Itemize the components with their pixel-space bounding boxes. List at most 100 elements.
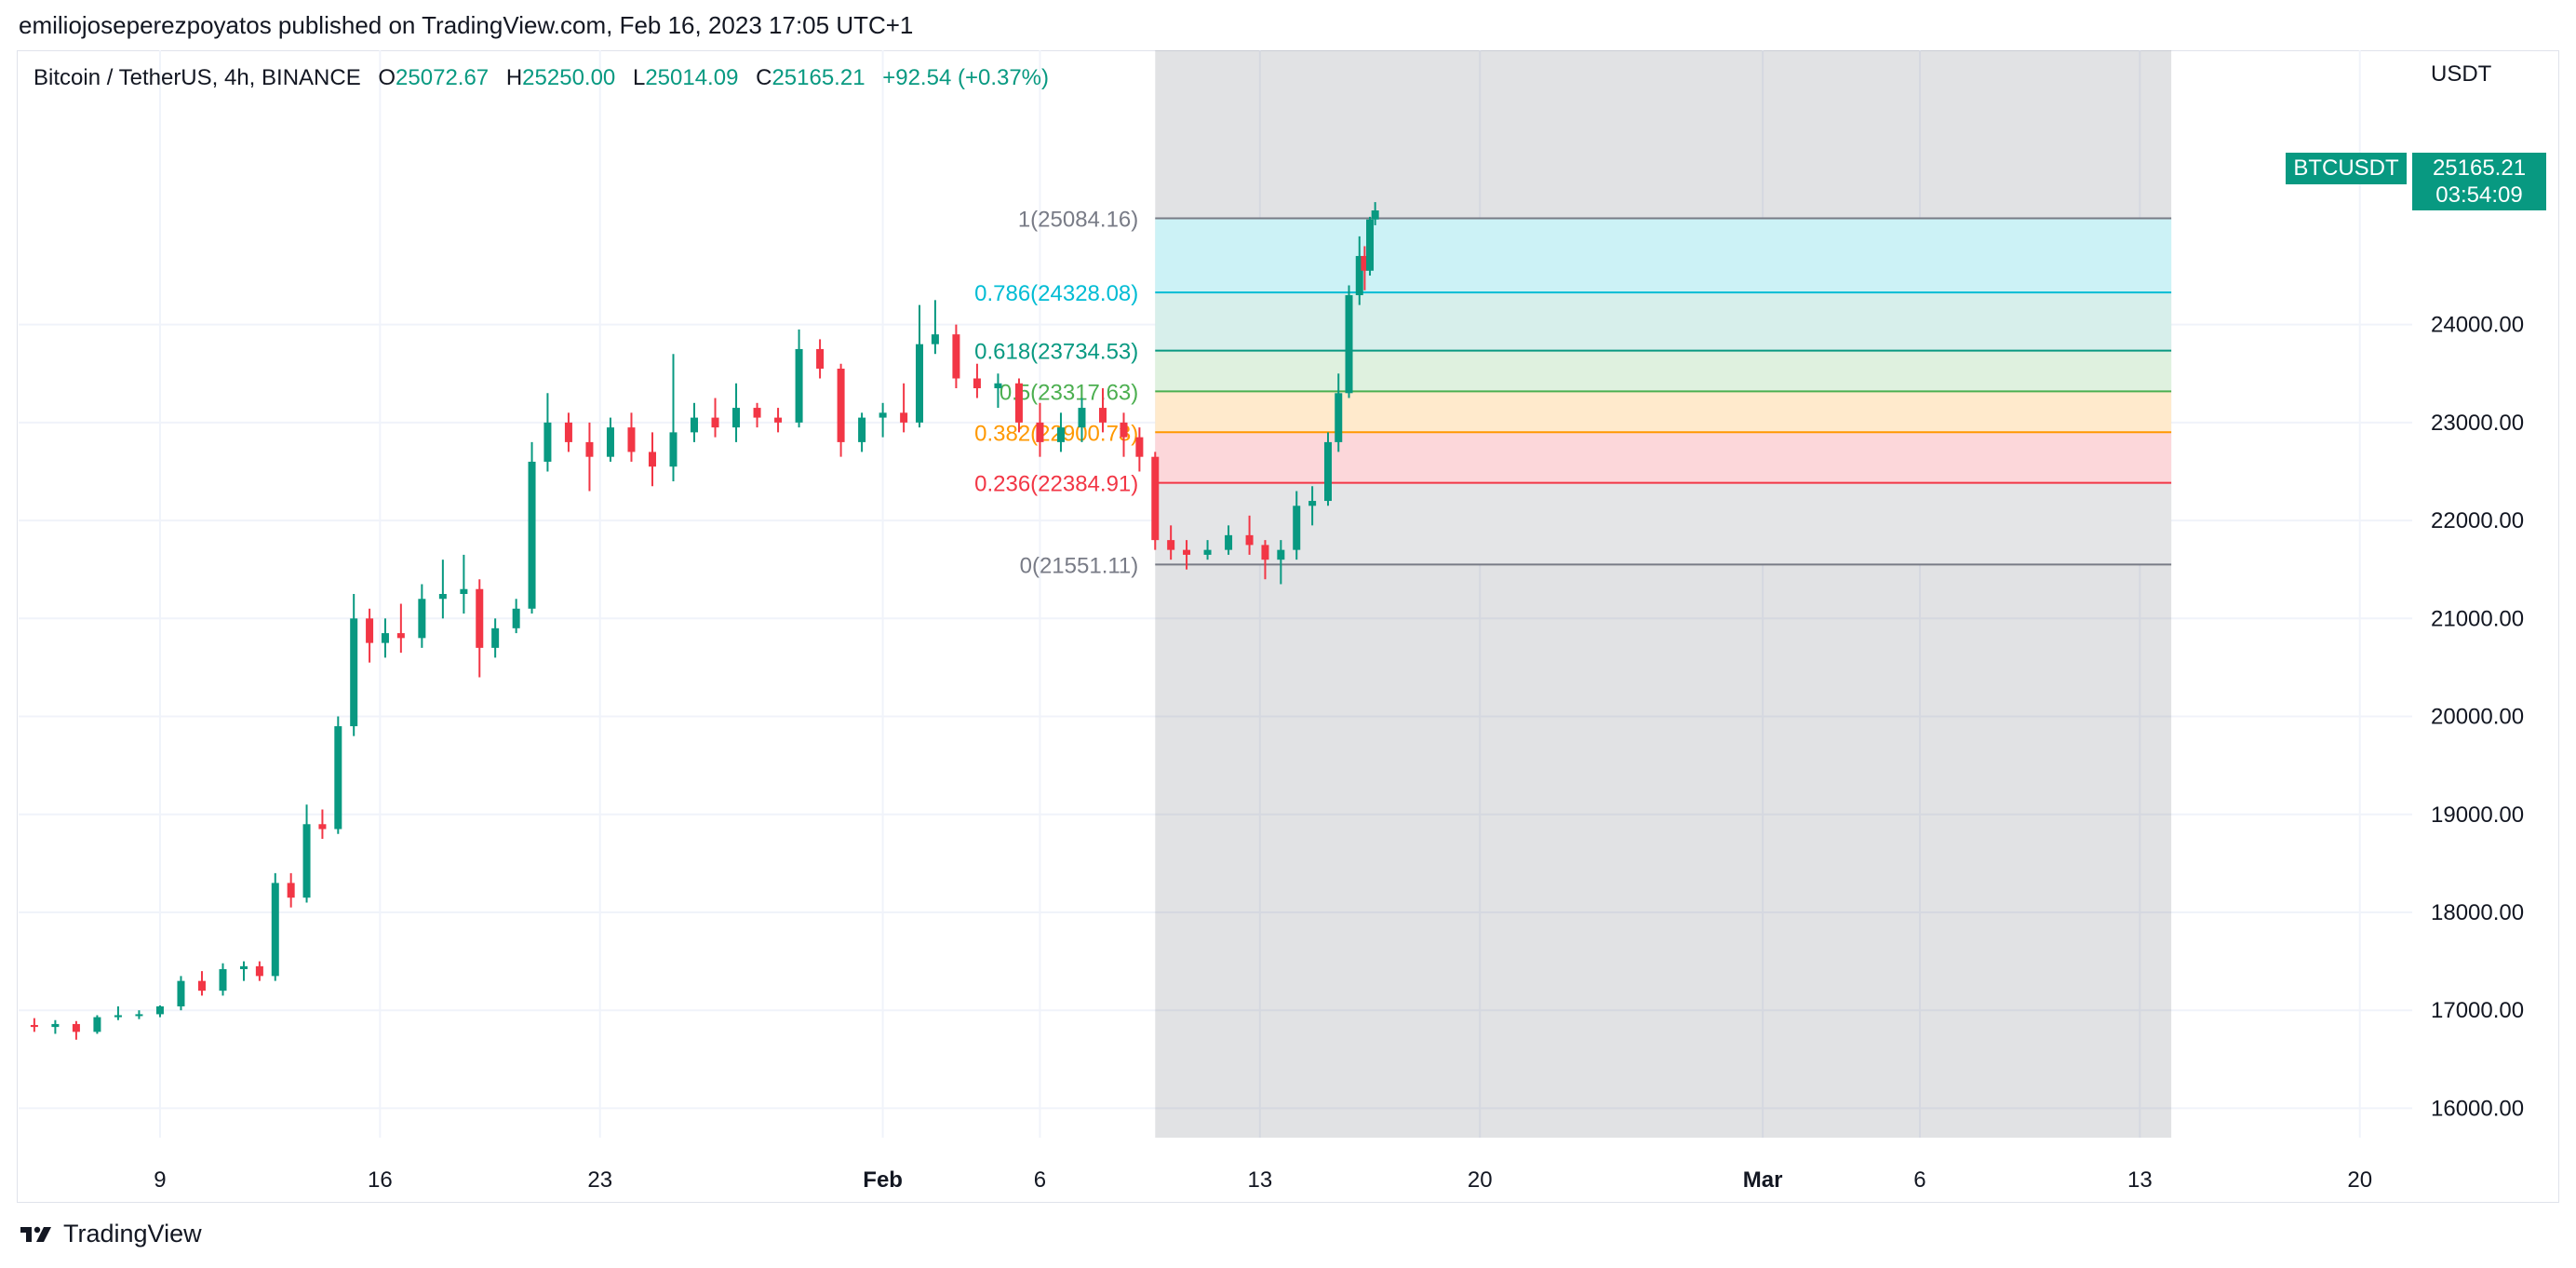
candle-body (1225, 534, 1233, 550)
candle-body (648, 452, 656, 467)
candle-body (1366, 219, 1375, 271)
fib-zone (1155, 218, 2172, 293)
candle-body (1371, 210, 1379, 220)
candle-body (1335, 393, 1343, 442)
candle-body (1345, 295, 1353, 394)
candle-body (460, 588, 468, 594)
candle-body (491, 627, 500, 648)
publish-info: emiliojoseperezpoyatos published on Trad… (19, 11, 914, 39)
candle-body (271, 883, 279, 977)
candle-body (350, 618, 358, 727)
time-tick-label: 20 (2347, 1167, 2372, 1193)
fib-zone (1155, 391, 2172, 433)
change-value: +92.54 (+0.37%) (882, 65, 1050, 90)
symbol-price-tag: BTCUSDT (2286, 153, 2407, 184)
fib-level-label: 1(25084.16) (1018, 208, 1138, 233)
candle-body (879, 412, 887, 418)
candle-body (302, 824, 311, 898)
fib-zone (1155, 350, 2172, 392)
time-tick-label: 6 (1913, 1167, 1925, 1193)
candle-body (1183, 549, 1191, 555)
candle-body (732, 408, 741, 428)
candle-body (669, 432, 678, 467)
candle-body (1245, 534, 1254, 546)
candle-body (1014, 383, 1023, 423)
candle-body (795, 348, 803, 423)
last-price-tag: 25165.21 03:54:09 (2412, 153, 2546, 210)
candle-body (606, 427, 614, 457)
fib-level-label: 0.618(23734.53) (974, 340, 1138, 365)
candle-body (1151, 456, 1160, 541)
candle-body (564, 422, 572, 442)
candle-body (1293, 506, 1301, 550)
footer[interactable]: TradingView (19, 1220, 202, 1248)
candle-body (837, 368, 845, 442)
price-unit: USDT (2431, 61, 2492, 87)
time-tick-label: 13 (1247, 1167, 1272, 1193)
fib-zone-base (1155, 218, 2172, 293)
candle-body (627, 427, 636, 452)
price-tick-label: 21000.00 (2431, 606, 2524, 631)
price-axis: 16000.00 17000.00 18000.00 19000.00 20000.00… (2431, 313, 2524, 1122)
tradingview-brand: TradingView (63, 1220, 202, 1248)
time-axis: 9 16 23 Feb 6 13 20 Mar 6 13 20 (154, 1167, 2372, 1193)
candle-body (177, 980, 185, 1006)
candle-body (900, 412, 908, 423)
candle-body (585, 441, 594, 457)
candle-body (512, 608, 520, 628)
time-tick-label: 13 (2127, 1167, 2153, 1193)
price-chart[interactable]: 1(25084.16) 0.786(24328.08) 0.618(23734.53… (0, 0, 2576, 1210)
time-tick-label: 20 (1468, 1167, 1493, 1193)
high-value: 25250.00 (522, 65, 616, 90)
fib-level-label: 0.382(22900.73) (974, 421, 1138, 446)
candle-body (774, 417, 783, 423)
low-value: 25014.09 (645, 65, 739, 90)
close-value: 25165.21 (771, 65, 865, 90)
candle-body (476, 588, 484, 648)
candle-body (366, 618, 374, 643)
candle-body (952, 334, 960, 379)
time-tick-label: 23 (587, 1167, 612, 1193)
fib-zone-base (1155, 391, 2172, 433)
candle-body (1261, 545, 1269, 560)
candle-body (72, 1023, 80, 1032)
time-tick-label: Feb (863, 1167, 903, 1193)
time-tick-label: 9 (154, 1167, 166, 1193)
fib-level-label: 0.786(24328.08) (974, 281, 1138, 306)
candle-body (418, 599, 426, 639)
candle-body (1361, 255, 1369, 271)
fibonacci-retracement: 1(25084.16) 0.786(24328.08) 0.618(23734.53… (974, 50, 2172, 1138)
candle-body (381, 633, 389, 643)
fib-level-label: 0.236(22384.91) (974, 472, 1138, 497)
fib-zone (1155, 482, 2172, 565)
candle-body (30, 1024, 38, 1028)
time-tick-label: 16 (368, 1167, 393, 1193)
last-price: 25165.21 (2432, 155, 2527, 181)
candle-body (528, 461, 536, 609)
candle-body (816, 348, 825, 369)
candle-body (219, 969, 227, 991)
bar-countdown: 03:54:09 (2435, 182, 2523, 208)
candles (30, 202, 1379, 1040)
candle-body (753, 408, 761, 418)
candle-body (1203, 549, 1212, 555)
candle-body (711, 417, 719, 428)
candle-body (438, 594, 447, 600)
candle-body (334, 726, 342, 830)
candle-body (1056, 427, 1065, 442)
high-label: H (505, 65, 523, 90)
low-label: L (632, 65, 646, 90)
candle-body (51, 1023, 60, 1028)
candle-body (197, 980, 206, 991)
candle-body (1324, 441, 1333, 502)
candle-body (318, 824, 327, 830)
symbol-title: Bitcoin / TetherUS, 4h, BINANCE (34, 65, 361, 90)
candle-body (994, 383, 1002, 389)
price-tick-label: 18000.00 (2431, 900, 2524, 925)
candle-body (931, 334, 939, 344)
price-tick-label: 20000.00 (2431, 705, 2524, 730)
price-tick-label: 22000.00 (2431, 508, 2524, 533)
candle-body (240, 965, 248, 970)
candle-body (1355, 255, 1363, 296)
candle-body (973, 378, 981, 389)
